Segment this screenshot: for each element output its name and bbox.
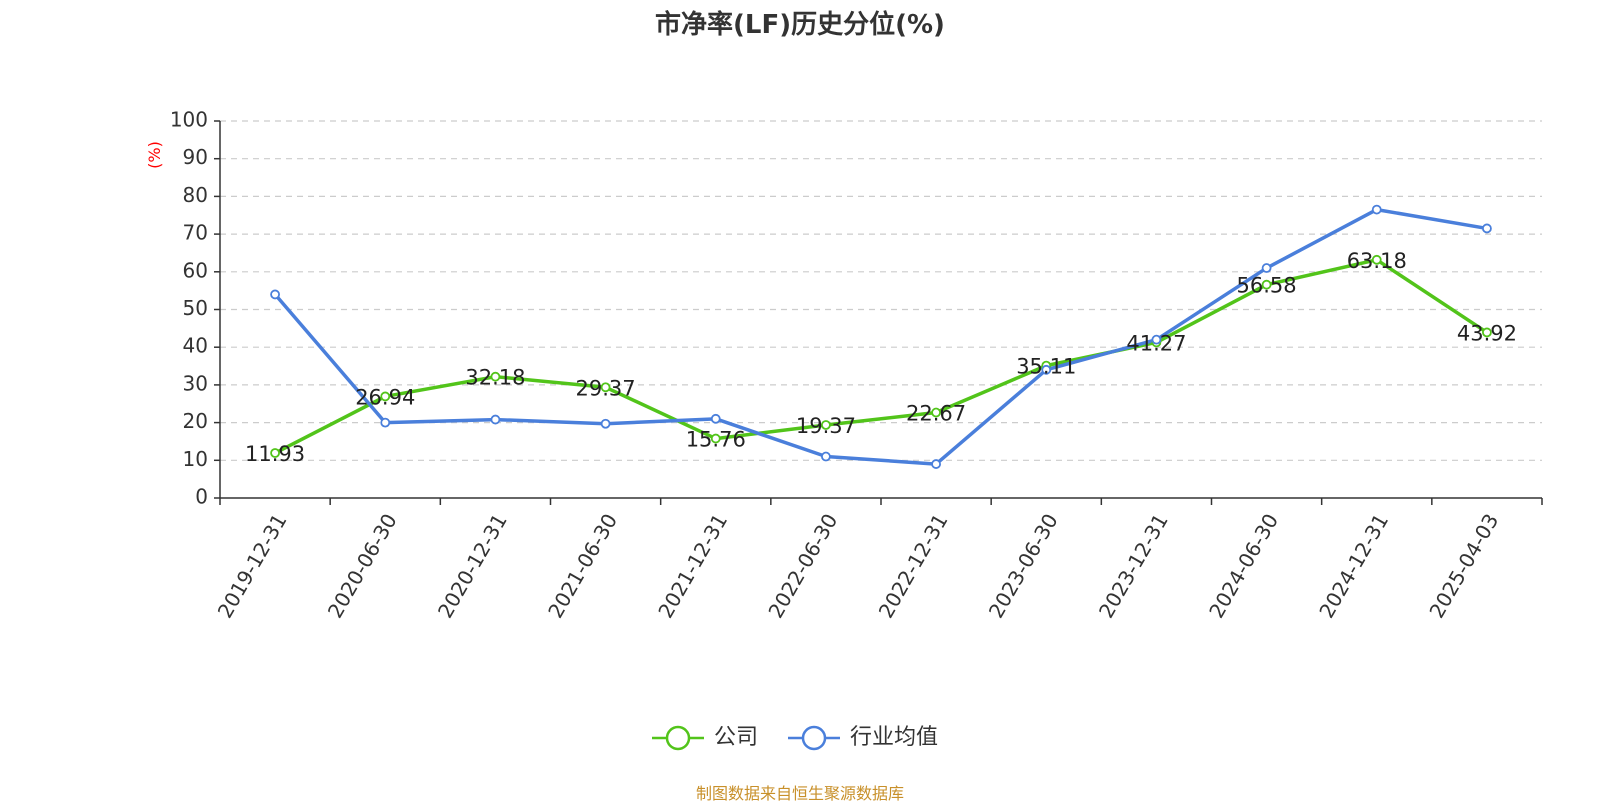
data-point	[270, 289, 280, 300]
data-point	[710, 413, 721, 424]
data-labels: 11.93 26.94 32.18 29.37 15.76 19.37 22.67 35.11…	[245, 249, 1517, 466]
legend-label: 公司	[714, 725, 758, 750]
data-point	[1041, 364, 1052, 375]
x-tick-label: 2023-12-31	[1094, 510, 1173, 623]
data-point	[270, 448, 280, 458]
legend-marker	[665, 725, 691, 751]
legend-label: 行业均值	[850, 725, 938, 750]
x-tick-label: 2021-06-30	[543, 510, 622, 623]
y-tick-label: 70	[183, 221, 208, 245]
series	[270, 204, 1492, 469]
data-point	[710, 433, 721, 444]
y-axis-unit: (%)	[145, 141, 164, 169]
data-label: 26.94	[355, 385, 415, 409]
x-tick-label: 2020-12-31	[433, 509, 512, 622]
data-point	[380, 417, 391, 428]
x-tick-label: 2020-06-30	[323, 510, 402, 623]
data-point	[1371, 204, 1382, 215]
y-tick-label: 20	[183, 409, 208, 433]
x-tick-labels: 2019-12-31 2020-06-30 2020-12-31 2021-06-30…	[213, 509, 1504, 622]
axes	[214, 120, 1543, 505]
series-line-1	[273, 207, 1488, 466]
data-point	[600, 418, 611, 429]
y-tick-label: 30	[183, 371, 208, 395]
data-point	[931, 459, 941, 469]
data-label: 15.76	[686, 428, 746, 452]
series-line-0	[274, 258, 1488, 455]
y-tick-label: 40	[183, 334, 208, 358]
x-tick-label: 2024-12-31	[1314, 510, 1393, 623]
data-point	[1261, 279, 1272, 290]
data-label: 35.11	[1016, 355, 1076, 379]
data-label: 56.58	[1237, 274, 1297, 298]
y-tick-label: 90	[183, 145, 208, 169]
legend-marker	[801, 725, 827, 751]
data-point	[821, 451, 831, 462]
data-point	[1151, 334, 1162, 345]
y-tick-label: 60	[183, 258, 208, 282]
source-note: 制图数据来自恒生聚源数据库	[695, 784, 904, 803]
x-tick-label: 2024-06-30	[1204, 510, 1283, 623]
data-point	[1261, 263, 1272, 273]
data-point	[821, 420, 831, 430]
data-point	[931, 407, 941, 418]
y-tick-label: 80	[183, 183, 208, 207]
data-point	[380, 391, 391, 402]
data-point	[1371, 254, 1382, 265]
data-point	[490, 414, 501, 425]
x-tick-label: 2019-12-31	[213, 510, 292, 623]
data-label: 41.27	[1126, 331, 1186, 355]
x-tick-label: 2025-04-03	[1424, 510, 1503, 623]
y-tick-label: 50	[183, 296, 208, 320]
data-point	[600, 382, 611, 393]
y-tick-label: 100	[170, 108, 208, 132]
grid-lines	[220, 120, 1542, 461]
x-tick-label: 2023-06-30	[984, 510, 1063, 623]
x-tick-label: 2022-06-30	[763, 510, 842, 623]
x-tick-label: 2022-12-31	[874, 509, 953, 622]
data-point	[1482, 327, 1492, 338]
y-tick-labels: 0 10 20 30 40 50 60 70 80 90 100	[170, 108, 208, 509]
legend-item: 行业均值	[788, 725, 938, 751]
y-tick-label: 0	[195, 485, 208, 509]
data-point	[1482, 223, 1492, 234]
data-label: 32.18	[465, 366, 525, 390]
data-label: 19.37	[796, 414, 856, 438]
data-label: 29.37	[576, 376, 636, 400]
chart-title: 市净率(LF)历史分位(%)	[655, 10, 945, 40]
data-point	[490, 371, 501, 382]
legend-item: 公司	[652, 725, 758, 751]
legend: 公司 行业均值	[652, 725, 938, 751]
x-tick-label: 2021-12-31	[653, 510, 732, 623]
y-tick-label: 10	[183, 447, 208, 471]
data-label: 11.93	[245, 442, 305, 466]
data-label: 22.67	[906, 402, 966, 426]
data-label: 63.18	[1347, 249, 1407, 273]
data-label: 43.92	[1457, 321, 1517, 345]
